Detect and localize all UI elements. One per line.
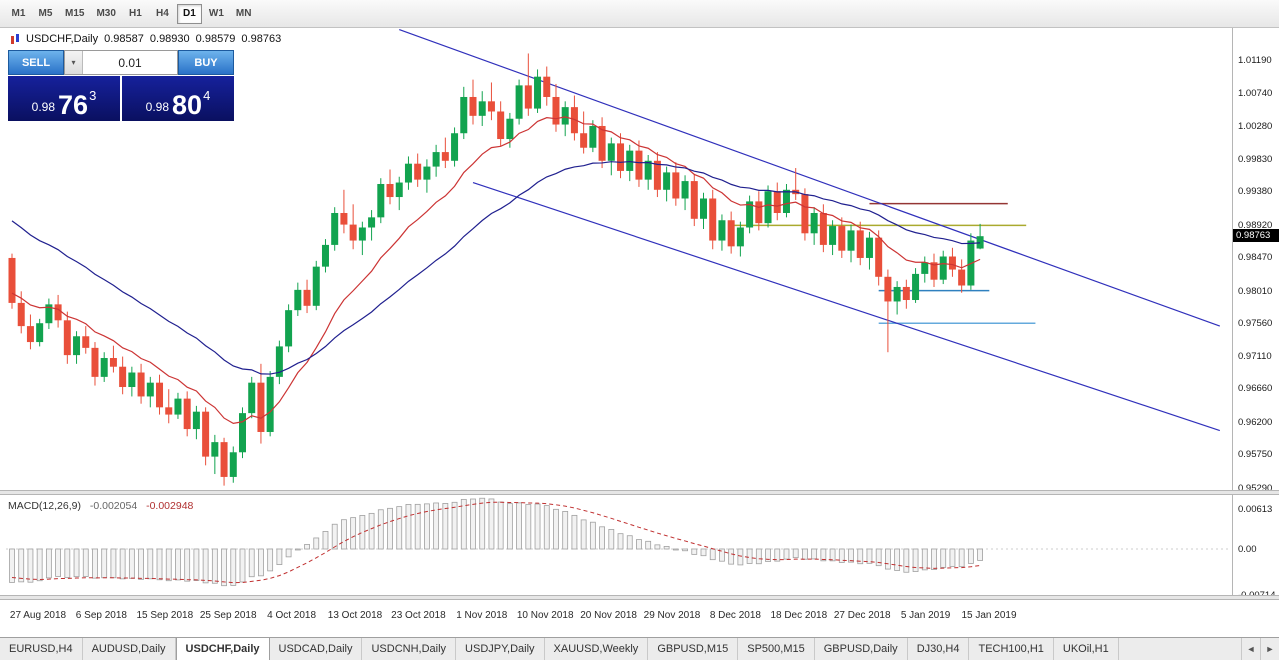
- macd-signal-value: -0.002948: [146, 500, 194, 512]
- sell-price-main: 0.98: [31, 100, 56, 114]
- volume-value[interactable]: 0.01: [118, 55, 142, 70]
- buy-price-pips: 80: [172, 90, 203, 121]
- tab-gbpusd-daily[interactable]: GBPUSD,Daily: [815, 638, 908, 660]
- timeframe-button-mn[interactable]: MN: [235, 8, 252, 19]
- tab-dj30-h4[interactable]: DJ30,H4: [908, 638, 970, 660]
- timeframe-button-w1[interactable]: W1: [208, 8, 224, 19]
- tabs-scroll-buttons: ◄ ►: [1241, 638, 1279, 660]
- tab-xauusd-weekly[interactable]: XAUUSD,Weekly: [545, 638, 649, 660]
- current-price-badge: 0.98763: [1233, 229, 1279, 243]
- tab-tech100-h1[interactable]: TECH100,H1: [969, 638, 1054, 660]
- buy-price-main: 0.98: [145, 100, 170, 114]
- open-value: 0.98587: [104, 33, 144, 45]
- timeframe-toolbar: M1 M5 M15 M30 H1 H4 D1 W1 MN: [0, 0, 1279, 28]
- tab-usdchf-daily[interactable]: USDCHF,Daily: [175, 638, 270, 660]
- tab-usdjpy-daily[interactable]: USDJPY,Daily: [456, 638, 545, 660]
- sell-button[interactable]: SELL: [8, 50, 64, 75]
- timeframe-button-d1[interactable]: D1: [176, 3, 202, 24]
- buy-price-point: 4: [203, 88, 211, 103]
- high-value: 0.98930: [149, 33, 190, 45]
- timeframe-button-h4[interactable]: H4: [156, 8, 169, 19]
- macd-name: MACD(12,26,9): [8, 500, 81, 512]
- tab-usdcnh-daily[interactable]: USDCNH,Daily: [362, 638, 457, 660]
- timeframe-button-h1[interactable]: H1: [129, 8, 142, 19]
- chart-ohlc-header: USDCHF,Daily 0.98587 0.98930 0.98579 0.9…: [10, 33, 281, 45]
- chart-tabs-bar: EURUSD,H4 AUDUSD,Daily USDCHF,Daily USDCAD,…: [0, 637, 1279, 660]
- tabs-scroll-left-icon[interactable]: ◄: [1241, 638, 1260, 660]
- timeframe-button-m1[interactable]: M1: [11, 8, 26, 19]
- chart-macd-splitter[interactable]: [0, 490, 1279, 495]
- macd-indicator-label: MACD(12,26,9) -0.002054 -0.002948: [8, 500, 193, 512]
- tab-audusd-daily[interactable]: AUDUSD,Daily: [83, 638, 176, 660]
- trade-panel-prices: 0.98 76 3 0.98 80 4: [8, 76, 234, 121]
- close-value: 0.98763: [241, 33, 282, 45]
- buy-price-button[interactable]: 0.98 80 4: [122, 76, 234, 121]
- tab-ukoil-h1[interactable]: UKOil,H1: [1054, 638, 1119, 660]
- macd-dateaxis-splitter[interactable]: [0, 595, 1279, 600]
- volume-field[interactable]: ▾ 0.01: [64, 50, 178, 75]
- tabs-scroll-right-icon[interactable]: ►: [1260, 638, 1279, 660]
- candlestick-icon: [10, 34, 20, 44]
- timeframe-button-m30[interactable]: M30: [96, 8, 116, 19]
- macd-value: -0.002054: [89, 500, 138, 512]
- price-axis-border: [1232, 28, 1233, 598]
- symbol-timeframe-label: USDCHF,Daily: [26, 33, 99, 45]
- timeframe-button-m15[interactable]: M15: [65, 8, 85, 19]
- sell-price-pips: 76: [58, 90, 89, 121]
- trade-panel-controls: SELL ▾ 0.01 BUY: [8, 50, 234, 75]
- tab-eurusd-h4[interactable]: EURUSD,H4: [0, 638, 83, 660]
- low-value: 0.98579: [195, 33, 236, 45]
- one-click-trading-panel: SELL ▾ 0.01 BUY 0.98 76 3 0.98 80 4: [8, 50, 234, 121]
- timeframe-button-m5[interactable]: M5: [38, 8, 53, 19]
- buy-button[interactable]: BUY: [178, 50, 234, 75]
- tab-sp500-m15[interactable]: SP500,M15: [738, 638, 815, 660]
- tab-gbpusd-m15[interactable]: GBPUSD,M15: [648, 638, 739, 660]
- volume-dropdown-icon[interactable]: ▾: [65, 51, 83, 74]
- tab-usdcad-daily[interactable]: USDCAD,Daily: [270, 638, 363, 660]
- sell-price-point: 3: [89, 88, 97, 103]
- sell-price-button[interactable]: 0.98 76 3: [8, 76, 120, 121]
